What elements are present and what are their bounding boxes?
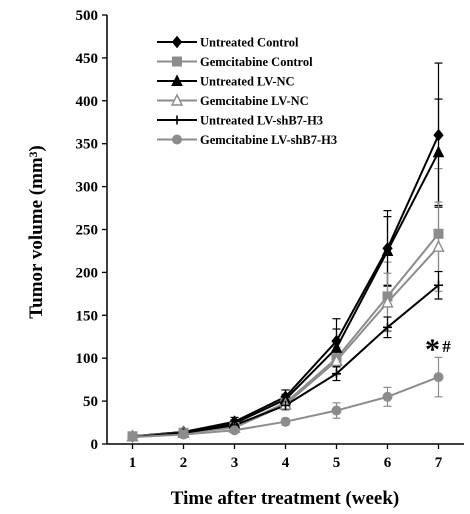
legend-marker-untreated-lv-shb7-h3 <box>172 115 182 125</box>
y-tick-label: 300 <box>76 180 99 196</box>
series-markers <box>126 128 445 443</box>
legend-marker-untreated-control <box>171 35 183 49</box>
y-axis-label: Tumor volume (mm³) <box>26 145 47 319</box>
data-point-gemcitabine-lv-nc <box>330 353 343 366</box>
significance-hash: # <box>442 337 451 356</box>
x-tick-label: 7 <box>435 455 443 471</box>
data-point-untreated-lv-shb7-h3 <box>332 369 341 379</box>
legend-marker-gemcitabine-lv-nc <box>170 93 184 106</box>
y-tick-label: 150 <box>76 308 99 324</box>
legend-label-gemcitabine-control: Gemcitabine Control <box>200 55 313 69</box>
x-tick-label: 6 <box>384 455 392 471</box>
legend-marker-untreated-lv-nc <box>171 74 183 86</box>
y-tick-label: 200 <box>76 265 99 281</box>
data-point-gemcitabine-lv-shb7-h3 <box>178 429 189 440</box>
data-point-untreated-lv-shb7-h3 <box>434 280 443 290</box>
data-point-gemcitabine-lv-nc <box>381 295 394 308</box>
data-point-untreated-control <box>433 128 444 142</box>
data-point-gemcitabine-lv-shb7-h3 <box>433 372 444 383</box>
legend-label-untreated-lv-shb7-h3: Untreated LV-shB7-H3 <box>200 114 323 128</box>
x-tick-label: 3 <box>231 455 239 471</box>
data-point-untreated-lv-nc <box>381 244 394 256</box>
legend-marker-gemcitabine-control <box>172 56 182 67</box>
legend-label-untreated-control: Untreated Control <box>200 36 299 50</box>
y-tick-label: 500 <box>76 8 99 24</box>
y-tick-label: 100 <box>76 351 99 367</box>
legend-label-gemcitabine-lv-shb7-h3: Gemcitabine LV-shB7-H3 <box>200 133 337 147</box>
annotations: * # <box>425 333 451 366</box>
data-point-gemcitabine-control <box>433 228 444 239</box>
y-tick-label: 350 <box>76 137 99 153</box>
data-point-untreated-lv-nc <box>432 145 445 158</box>
data-point-gemcitabine-lv-shb7-h3 <box>382 391 393 402</box>
legend-label-untreated-lv-nc: Untreated LV-NC <box>200 75 295 89</box>
data-point-gemcitabine-lv-shb7-h3 <box>280 416 291 427</box>
data-point-untreated-lv-shb7-h3 <box>281 400 290 410</box>
legend-label-gemcitabine-lv-nc: Gemcitabine LV-NC <box>200 94 309 108</box>
x-tick-label: 2 <box>180 455 188 471</box>
data-point-untreated-lv-shb7-h3 <box>383 322 392 332</box>
x-axis-label: Time after treatment (week) <box>171 488 399 509</box>
data-point-gemcitabine-lv-shb7-h3 <box>127 432 138 443</box>
y-tick-label: 0 <box>91 437 99 453</box>
axes: 0 50 100 150 200 250 300 350 400 450 500 1 2 3 4 5 6 7 <box>76 8 464 471</box>
legend: Untreated Control Gemcitabine Control Untr… <box>157 35 337 147</box>
data-point-untreated-lv-nc <box>330 341 343 353</box>
y-tick-label: 250 <box>76 223 99 239</box>
series-line-untreated-lv-shb7-h3 <box>132 284 440 439</box>
x-tick-label: 1 <box>129 455 137 471</box>
data-point-gemcitabine-lv-shb7-h3 <box>229 425 240 436</box>
data-point-gemcitabine-lv-nc <box>432 239 445 252</box>
x-tick-label: 5 <box>333 455 341 471</box>
data-point-gemcitabine-lv-shb7-h3 <box>331 405 342 416</box>
x-tick-label: 4 <box>282 455 290 471</box>
legend-marker-gemcitabine-lv-shb7-h3 <box>172 134 182 145</box>
y-tick-label: 400 <box>76 94 99 110</box>
y-tick-label: 450 <box>76 51 99 67</box>
y-tick-label: 50 <box>83 394 98 410</box>
significance-asterisk: * <box>425 333 440 366</box>
